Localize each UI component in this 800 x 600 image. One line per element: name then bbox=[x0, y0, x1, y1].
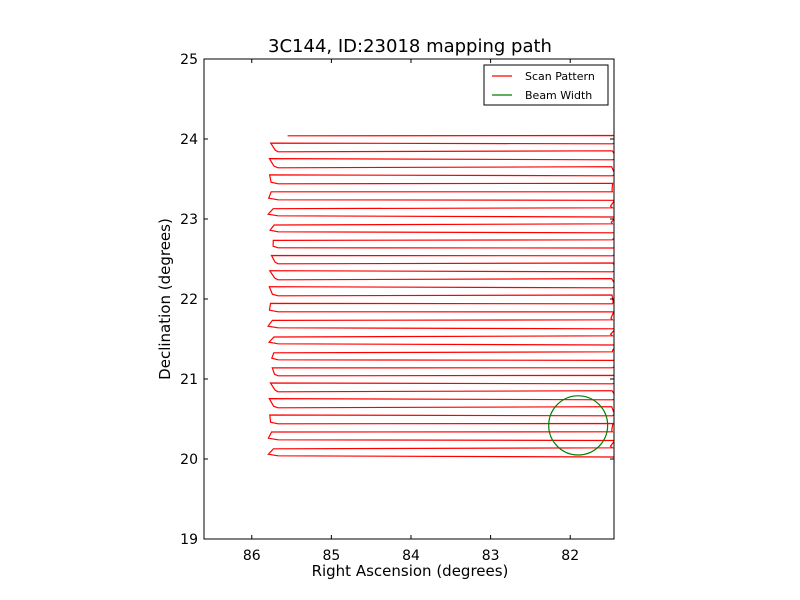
y-tick-label: 23 bbox=[180, 212, 198, 228]
y-tick-label: 24 bbox=[180, 132, 198, 148]
plot-area bbox=[203, 58, 615, 540]
legend-box bbox=[483, 64, 609, 106]
series-layer bbox=[267, 134, 614, 458]
x-axis-ticks: 86 85 84 83 82 bbox=[243, 59, 579, 564]
x-axis-label: Right Ascension (degrees) bbox=[312, 562, 509, 580]
chart-title: 3C144, ID:23018 mapping path bbox=[268, 36, 552, 57]
y-tick-label: 20 bbox=[180, 452, 198, 468]
legend: Scan Pattern Beam Width bbox=[483, 64, 609, 106]
beam-width-circle bbox=[548, 395, 609, 456]
scan-pattern-line bbox=[267, 134, 614, 458]
y-tick-label: 19 bbox=[180, 532, 198, 548]
plot-frame bbox=[203, 58, 615, 540]
x-tick-label: 83 bbox=[482, 548, 500, 564]
x-tick-label: 85 bbox=[322, 548, 340, 564]
y-tick-label: 21 bbox=[180, 372, 198, 388]
x-tick-label: 82 bbox=[561, 548, 579, 564]
y-tick-label: 22 bbox=[180, 292, 198, 308]
x-tick-label: 84 bbox=[402, 548, 420, 564]
legend-label-beam-width: Beam Width bbox=[525, 89, 592, 102]
x-tick-label: 86 bbox=[243, 548, 261, 564]
y-axis-ticks: 19 20 21 22 23 24 25 bbox=[180, 52, 614, 548]
y-tick-label: 25 bbox=[180, 52, 198, 68]
legend-label-scan-pattern: Scan Pattern bbox=[525, 70, 595, 83]
y-axis-label: Declination (degrees) bbox=[156, 218, 174, 380]
